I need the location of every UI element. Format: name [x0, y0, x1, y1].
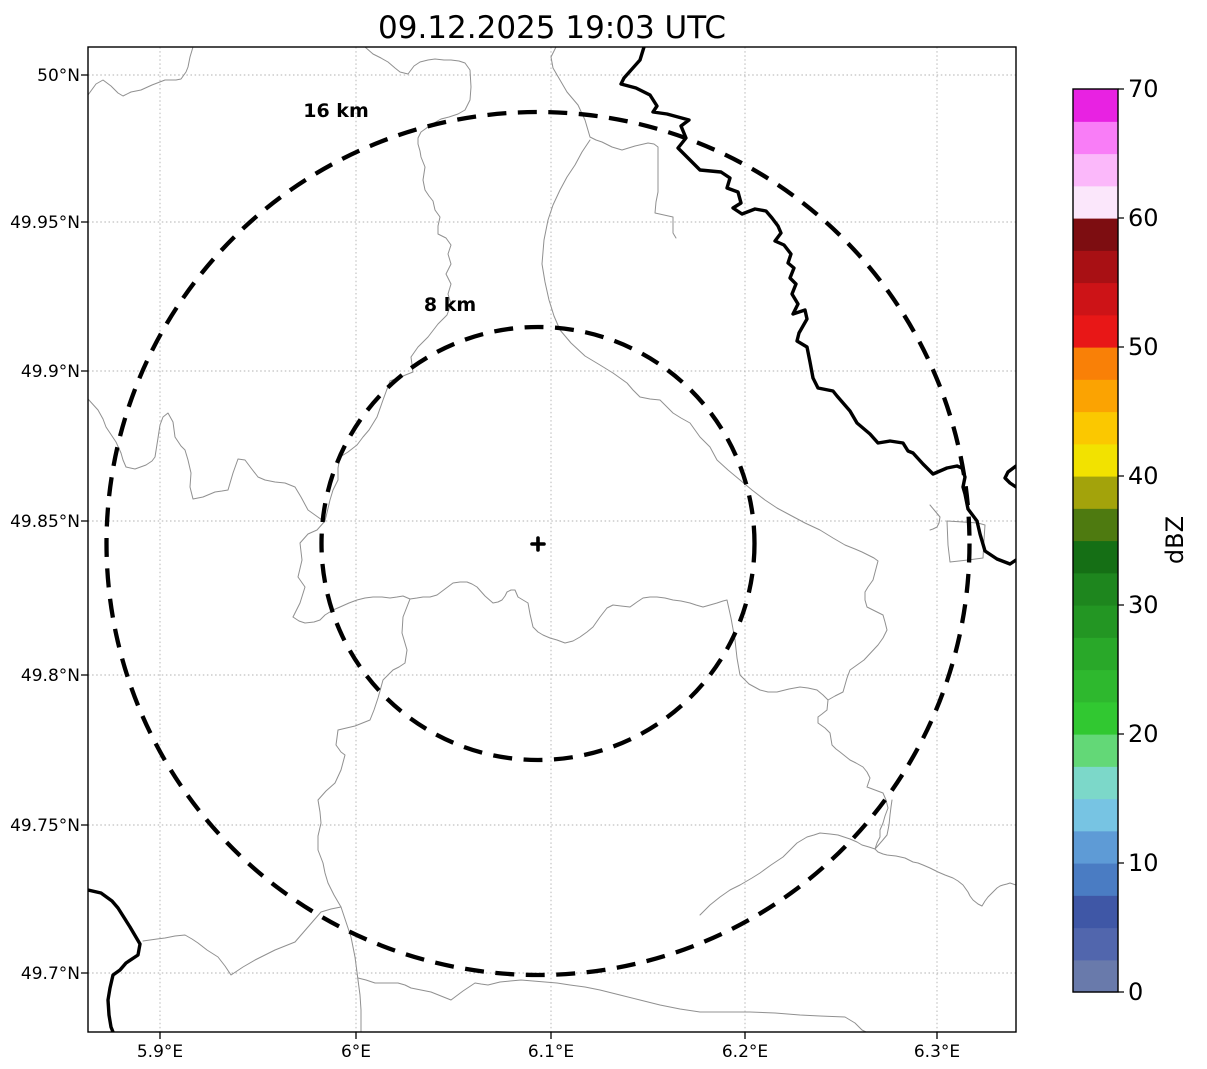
plot-title: 09.12.2025 19:03 UTC: [378, 10, 726, 46]
river-line: [1003, 464, 1016, 489]
colorbar-segment: [1073, 347, 1118, 380]
colorbar-segment: [1073, 443, 1118, 477]
colorbar-segment: [1073, 476, 1118, 509]
y-axis-ticks: [81, 74, 88, 974]
colorbar-segment: [1073, 830, 1118, 864]
boundary-line: [142, 906, 342, 976]
colorbar-segment: [1073, 89, 1118, 122]
colorbar-border: [1072, 88, 1119, 993]
colorbar-segment: [1073, 153, 1118, 187]
x-tick-label: 6.2°E: [722, 1042, 768, 1062]
colorbar-ticks: [1118, 88, 1124, 993]
colorbar-segment: [1073, 927, 1118, 961]
colorbar-segment: [1073, 669, 1118, 703]
boundary-line: [292, 47, 472, 618]
colorbar-segment: [1073, 895, 1118, 929]
colorbar-segment: [1073, 314, 1118, 348]
boundary-line: [929, 504, 941, 531]
boundary-line: [541, 139, 614, 374]
x-tick-label: 5.9°E: [137, 1042, 183, 1062]
boundary-line: [550, 47, 677, 239]
boundary-line: [612, 372, 889, 850]
colorbar-segment: [1073, 637, 1118, 671]
colorbar-segment: [1073, 766, 1118, 800]
river-line: [88, 888, 142, 1032]
radar-site-marker: [530, 536, 546, 552]
x-tick-label: 6.1°E: [528, 1042, 574, 1062]
map-content: 16 km 8 km: [88, 47, 1016, 1032]
boundary-line: [88, 47, 194, 97]
boundary-line: [874, 799, 893, 850]
y-tick-label: 49.85°N: [10, 512, 80, 532]
y-tick-label: 49.95°N: [10, 213, 80, 233]
colorbar-segment: [1073, 605, 1118, 638]
range-ring-label-8km: 8 km: [424, 294, 476, 316]
y-tick-label: 49.9°N: [21, 362, 80, 382]
colorbar-segment: [1073, 734, 1118, 767]
boundary-line: [317, 598, 411, 1032]
boundary-line: [292, 581, 829, 701]
colorbar-segment: [1073, 218, 1118, 251]
colorbar-tick-label: 30: [1128, 591, 1159, 619]
boundary-line: [357, 977, 867, 1032]
range-rings: [104, 109, 972, 978]
colorbar-segment: [1073, 798, 1118, 832]
boundary-line: [88, 398, 323, 521]
river-line: [619, 47, 1016, 566]
boundary-line: [699, 832, 1016, 916]
colorbar-unit-label: dBZ: [1161, 516, 1189, 564]
range-ring-16km: [104, 109, 972, 978]
colorbar-segment: [1073, 379, 1118, 413]
admin-boundaries: [88, 47, 1016, 1032]
colorbar-tick-label: 70: [1128, 75, 1159, 103]
y-axis-labels: 50°N 49.95°N 49.9°N 49.85°N 49.8°N 49.75…: [10, 66, 80, 984]
y-tick-label: 50°N: [37, 66, 80, 86]
colorbar-tick-label: 50: [1128, 333, 1159, 361]
colorbar-segment: [1073, 701, 1118, 735]
grid-horizontal-lines: [88, 74, 1016, 974]
colorbar-tick-label: 60: [1128, 204, 1159, 232]
colorbar-segment: [1073, 959, 1118, 993]
range-ring-label-16km: 16 km: [303, 100, 369, 122]
colorbar-segment: [1073, 121, 1118, 155]
y-tick-label: 49.8°N: [21, 666, 80, 686]
colorbar-tick-label: 20: [1128, 720, 1159, 748]
colorbar-tick-labels: 0 10 20 30 40 50 60 70: [1128, 75, 1159, 1006]
colorbar-tick-label: 40: [1128, 462, 1159, 490]
x-tick-label: 6°E: [341, 1042, 371, 1062]
grid: [88, 47, 1016, 1032]
range-ring-8km: [319, 324, 757, 763]
y-tick-label: 49.7°N: [21, 964, 80, 984]
colorbar-segment: [1073, 540, 1118, 574]
colorbar-segments: [1073, 89, 1118, 993]
colorbar-tick-label: 10: [1128, 849, 1159, 877]
colorbar-segment: [1073, 508, 1118, 542]
river-border: [88, 47, 1016, 1032]
colorbar: 0 10 20 30 40 50 60 70 dBZ: [1072, 75, 1189, 1006]
y-tick-label: 49.75°N: [10, 816, 80, 836]
colorbar-segment: [1073, 863, 1118, 896]
colorbar-segment: [1073, 282, 1118, 316]
x-axis-ticks: [159, 1032, 938, 1039]
grid-vertical-lines: [159, 47, 938, 1032]
colorbar-segment: [1073, 572, 1118, 606]
colorbar-segment: [1073, 250, 1118, 284]
colorbar-segment: [1073, 185, 1118, 219]
x-axis-labels: 5.9°E 6°E 6.1°E 6.2°E 6.3°E: [137, 1042, 960, 1062]
plot-border: [87, 46, 1017, 1033]
colorbar-segment: [1073, 411, 1118, 445]
colorbar-tick-label: 0: [1128, 978, 1143, 1006]
x-tick-label: 6.3°E: [914, 1042, 960, 1062]
